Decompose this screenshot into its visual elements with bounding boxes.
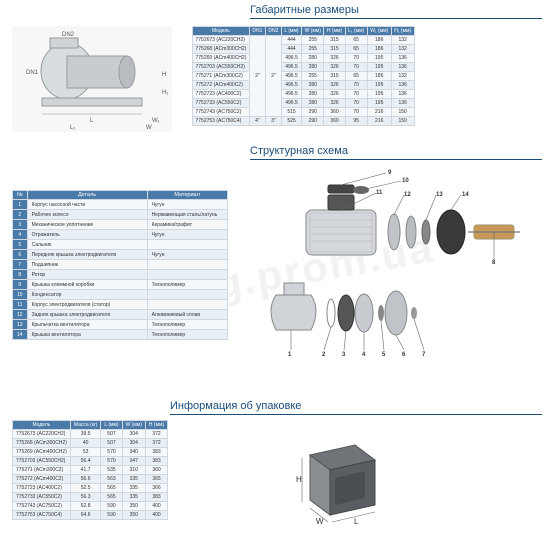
table-row: 5Сальник bbox=[13, 240, 228, 250]
table-row: 2Рабочее колесоНержавеющая сталь/латунь bbox=[13, 210, 228, 220]
table-row: 7752703 (AC550CH2)496.528032670195136 bbox=[193, 63, 415, 72]
table-row: 7752723 (AC400C2)496.528032670195136 bbox=[193, 90, 415, 99]
table-row: 775268 (ACm300CH2)44425531565186132 bbox=[193, 45, 415, 54]
table-row: 775272 (ACm400C2)56.6563335365 bbox=[13, 475, 168, 484]
packaging-table: МодельМасса (кг) L (мм)W (мм)H (мм) 7752… bbox=[12, 420, 168, 520]
w1-label: W₁ bbox=[152, 118, 160, 124]
callout-12: 12 bbox=[404, 192, 411, 198]
structure-title: Структурная схема bbox=[250, 145, 542, 160]
table-row: 7Подшипник bbox=[13, 260, 228, 270]
dn1-label: DN1 bbox=[26, 70, 39, 76]
table-row: 775271 (ACm300C2)41.7535310360 bbox=[13, 466, 168, 475]
dimensions-table: МодельDN1DN2 L (мм)W (мм)H (мм) L₁ (мм)W… bbox=[192, 26, 415, 126]
l1-label: L₁ bbox=[70, 125, 75, 131]
h-label: H bbox=[162, 72, 166, 78]
table-row: 1Корпус насосной частиЧугун bbox=[13, 200, 228, 210]
packaging-box-drawing: H W L bbox=[280, 430, 400, 530]
table-row: 3Механическое уплотнениеКерамика/графит bbox=[13, 220, 228, 230]
table-row: 775268 (ACm300CH2)40507304372 bbox=[13, 439, 168, 448]
dimensions-title: Габаритные размеры bbox=[250, 4, 542, 19]
table-row: 12Задняя крышка электродвигателяАлюминие… bbox=[13, 310, 228, 320]
table-row: 7752673 (AC220CH2)39.5507304372 bbox=[13, 430, 168, 439]
parts-table: №ДетальМатериал 1Корпус насосной частиЧу… bbox=[12, 190, 228, 340]
callout-11: 11 bbox=[376, 190, 382, 196]
table-row: 7752733 (AC550C2)496.528032670195136 bbox=[193, 99, 415, 108]
callout-8: 8 bbox=[492, 260, 495, 266]
table-row: 13Крыльчатка вентилятораТехнополимер bbox=[13, 320, 228, 330]
table-row: 11Корпус электродвигателя (статор) bbox=[13, 300, 228, 310]
table-row: 6Передняя крышка электродвигателяЧугун bbox=[13, 250, 228, 260]
table-row: 7752703 (AC550CH2)56.4570347383 bbox=[13, 457, 168, 466]
table-row: 4ОтражательЧугун bbox=[13, 230, 228, 240]
table-row: 7752753 (AC750C4)64.6590350400 bbox=[13, 511, 168, 520]
table-header-row: МодельDN1DN2 L (мм)W (мм)H (мм) L₁ (мм)W… bbox=[193, 27, 415, 36]
svg-text:W: W bbox=[316, 517, 324, 526]
table-row: 14Крышка вентилятораТехнополимер bbox=[13, 330, 228, 340]
table-row: 775271 (ACm300C2)496.525531565186132 bbox=[193, 72, 415, 81]
exploded-view-drawing bbox=[256, 165, 526, 365]
table-row: 7752723 (AC400C2)52.5565335366 bbox=[13, 484, 168, 493]
table-row: 10Конденсатор bbox=[13, 290, 228, 300]
table-row: 9Крышка клеммной коробкиТехнополимер bbox=[13, 280, 228, 290]
h1-label: H₁ bbox=[162, 90, 168, 96]
table-row: 775269 (ACm400CH2)496.528032670195136 bbox=[193, 54, 415, 63]
pump-dimensions-drawing: DN2 DN1 L L₁ W W₁ H H₁ bbox=[12, 26, 172, 132]
packaging-section: Информация об упаковке bbox=[170, 400, 542, 419]
table-row: 775272 (ACm400C2)496.528032670195136 bbox=[193, 81, 415, 90]
callout-4: 4 bbox=[362, 352, 365, 358]
callout-10: 10 bbox=[402, 178, 409, 184]
packaging-title: Информация об упаковке bbox=[170, 400, 542, 415]
callout-9: 9 bbox=[388, 170, 391, 176]
svg-text:L: L bbox=[354, 517, 359, 526]
callout-14: 14 bbox=[462, 192, 469, 198]
dn2-label: DN2 bbox=[62, 32, 75, 38]
svg-text:H: H bbox=[296, 475, 302, 484]
table-row: 8Ротор bbox=[13, 270, 228, 280]
callout-7: 7 bbox=[422, 352, 425, 358]
table-row: 7752733 (AC550C2)56.3565335383 bbox=[13, 493, 168, 502]
table-row: 775269 (ACm400CH2)53570340383 bbox=[13, 448, 168, 457]
table-row: 7752673 (AC220CH2)2"2"44425531565186132 bbox=[193, 36, 415, 45]
w-label: W bbox=[146, 125, 152, 131]
callout-13: 13 bbox=[436, 192, 443, 198]
callout-2: 2 bbox=[322, 352, 325, 358]
table-row: 7752743 (AC750C2)51529036070216150 bbox=[193, 108, 415, 117]
structure-section: Структурная схема bbox=[250, 145, 542, 164]
callout-1: 1 bbox=[288, 352, 291, 358]
callout-3: 3 bbox=[342, 352, 345, 358]
table-row: 7752753 (AC750C4)4"3"52529036095216150 bbox=[193, 117, 415, 126]
callout-5: 5 bbox=[382, 352, 385, 358]
dimensions-section: Габаритные размеры bbox=[8, 4, 542, 23]
table-row: 7752743 (AC750C2)62.8590350400 bbox=[13, 502, 168, 511]
callout-6: 6 bbox=[402, 352, 405, 358]
